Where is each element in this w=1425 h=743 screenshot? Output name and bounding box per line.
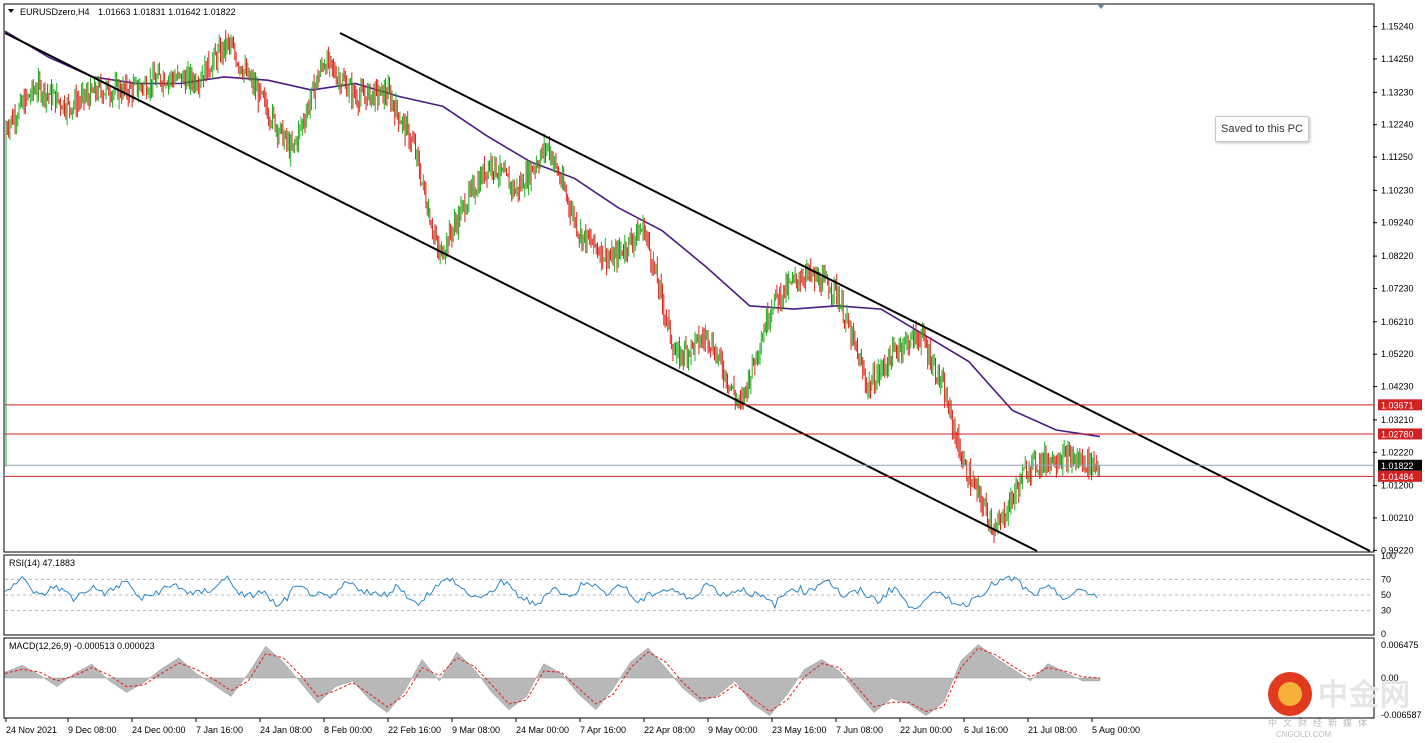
watermark: 中金网 中文财经新媒体 CNGOLD.COM — [1268, 670, 1418, 739]
channel-lines[interactable] — [4, 32, 1371, 552]
macd-series — [4, 644, 1101, 716]
price-tick-label: 0.99220 — [1381, 545, 1414, 555]
time-tick-label: 22 Feb 16:00 — [388, 725, 441, 735]
watermark-brand: 中金网 — [1318, 678, 1411, 713]
macd-tick-label: -0.006587 — [1381, 710, 1422, 720]
time-tick-label: 22 Apr 08:00 — [644, 725, 695, 735]
price-tick-label: 1.10230 — [1381, 185, 1414, 195]
time-tick-label: 7 Jan 16:00 — [196, 725, 243, 735]
time-tick-label: 24 Mar 00:00 — [516, 725, 569, 735]
watermark-tagline: 中文财经新媒体 — [1268, 719, 1374, 729]
time-tick-label: 5 Aug 00:00 — [1092, 725, 1140, 735]
price-axis: 1.15240 1.14250 1.13230 1.12240 1.11250 1.102… — [1373, 22, 1414, 555]
level-tag-label: 1.01822 — [1381, 461, 1414, 471]
price-tick-label: 1.03210 — [1381, 415, 1414, 425]
price-tick-label: 1.12240 — [1381, 120, 1414, 130]
brand-logo-icon — [1268, 672, 1312, 716]
time-tick-label: 24 Nov 2021 — [6, 725, 57, 735]
rsi-tick-label: 50 — [1381, 590, 1391, 600]
level-tag-label: 1.01484 — [1381, 472, 1414, 482]
macd-signal-line — [4, 647, 1101, 713]
time-tick-label: 6 Jul 16:00 — [964, 725, 1008, 735]
rsi-label: RSI(14) 47.1883 — [9, 558, 75, 568]
macd-histogram — [4, 644, 1101, 716]
symbol-label: EURUSDzero,H4 — [20, 7, 90, 17]
time-tick-label: 24 Jan 08:00 — [260, 725, 312, 735]
price-tick-label: 1.14250 — [1381, 54, 1414, 64]
channel-line[interactable] — [339, 32, 1371, 552]
price-tick-label: 1.09240 — [1381, 218, 1414, 228]
level-tag — [1378, 459, 1422, 471]
rsi-tick-label: 100 — [1381, 551, 1396, 561]
price-tick-label: 1.01200 — [1381, 481, 1414, 491]
price-tick-label: 1.05220 — [1381, 349, 1414, 359]
time-axis: 24 Nov 2021 9 Dec 08:00 24 Dec 00:00 7 Jan … — [5, 718, 1140, 735]
time-tick-label: 9 Dec 08:00 — [68, 725, 117, 735]
macd-label: MACD(12,26,9) -0.000513 0.000023 — [9, 641, 155, 651]
time-tick-label: 7 Apr 16:00 — [580, 725, 626, 735]
rsi-tick-label: 70 — [1381, 574, 1391, 584]
time-tick-label: 9 Mar 08:00 — [452, 725, 500, 735]
rsi-tick-label: 30 — [1381, 606, 1391, 616]
watermark-site: CNGOLD.COM — [1276, 730, 1332, 739]
time-tick-label: 23 May 16:00 — [772, 725, 827, 735]
rsi-line — [4, 575, 1098, 610]
main-price-pane[interactable] — [3, 3, 1375, 553]
candlestick-series — [5, 29, 1100, 543]
time-tick-label: 22 Jun 00:00 — [900, 725, 952, 735]
time-tick-label: 7 Jun 08:00 — [836, 725, 883, 735]
rsi-tick-label: 0 — [1381, 629, 1386, 639]
level-tag-label: 1.02780 — [1381, 429, 1414, 439]
ohlc-label: 1.01663 1.01831 1.01642 1.01822 — [98, 7, 236, 17]
time-tick-label: 9 May 00:00 — [708, 725, 758, 735]
price-tick-label: 1.08220 — [1381, 251, 1414, 261]
price-tick-label: 1.11250 — [1381, 152, 1413, 162]
rsi-axis: 100 70 50 30 0 — [1381, 551, 1396, 639]
shift-marker-icon[interactable] — [1097, 4, 1105, 9]
price-tick-label: 1.06210 — [1381, 317, 1414, 327]
macd-tick-label: 0.006475 — [1381, 640, 1419, 650]
rsi-series — [4, 575, 1373, 612]
horizontal-levels[interactable] — [5, 404, 1373, 477]
macd-axis: 0.006475 0.00 -0.006587 — [1381, 640, 1422, 720]
price-tick-label: 1.02220 — [1381, 447, 1414, 457]
price-tick-label: 1.04230 — [1381, 382, 1414, 392]
level-tag — [1378, 470, 1422, 482]
saved-toast: Saved to this PC — [1215, 116, 1309, 142]
time-tick-label: 24 Dec 00:00 — [132, 725, 186, 735]
level-tag — [1378, 399, 1422, 411]
price-tick-label: 1.07230 — [1381, 283, 1414, 293]
price-tick-label: 1.15240 — [1381, 22, 1414, 32]
time-tick-label: 21 Jul 08:00 — [1028, 725, 1077, 735]
symbol-menu-icon[interactable] — [8, 9, 14, 13]
price-tick-label: 1.13230 — [1381, 87, 1414, 97]
price-tick-label: 1.00210 — [1381, 513, 1414, 523]
time-tick-label: 8 Feb 00:00 — [324, 725, 372, 735]
level-tag — [1378, 428, 1422, 440]
macd-tick-label: 0.00 — [1381, 673, 1399, 683]
channel-line[interactable] — [4, 32, 1038, 552]
level-tag-label: 1.03671 — [1381, 400, 1414, 410]
